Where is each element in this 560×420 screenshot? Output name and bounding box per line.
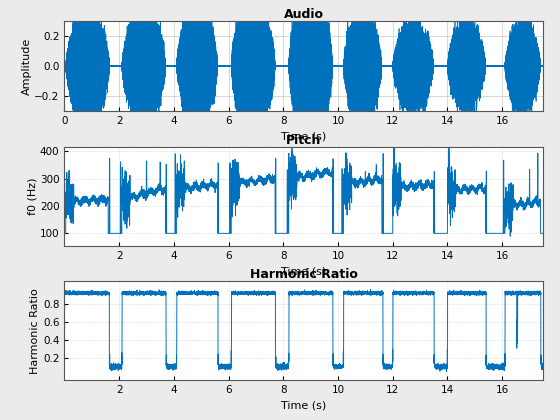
Y-axis label: f0 (Hz): f0 (Hz) xyxy=(27,178,37,215)
Title: Audio: Audio xyxy=(284,8,324,21)
X-axis label: Time (s): Time (s) xyxy=(281,266,326,276)
X-axis label: Time (s): Time (s) xyxy=(281,401,326,410)
Y-axis label: Harmonic Ratio: Harmonic Ratio xyxy=(30,288,40,374)
Title: Harmonic Ratio: Harmonic Ratio xyxy=(250,268,358,281)
X-axis label: Time (s): Time (s) xyxy=(281,132,326,142)
Y-axis label: Amplitude: Amplitude xyxy=(21,37,31,95)
Title: Pitch: Pitch xyxy=(286,134,321,147)
